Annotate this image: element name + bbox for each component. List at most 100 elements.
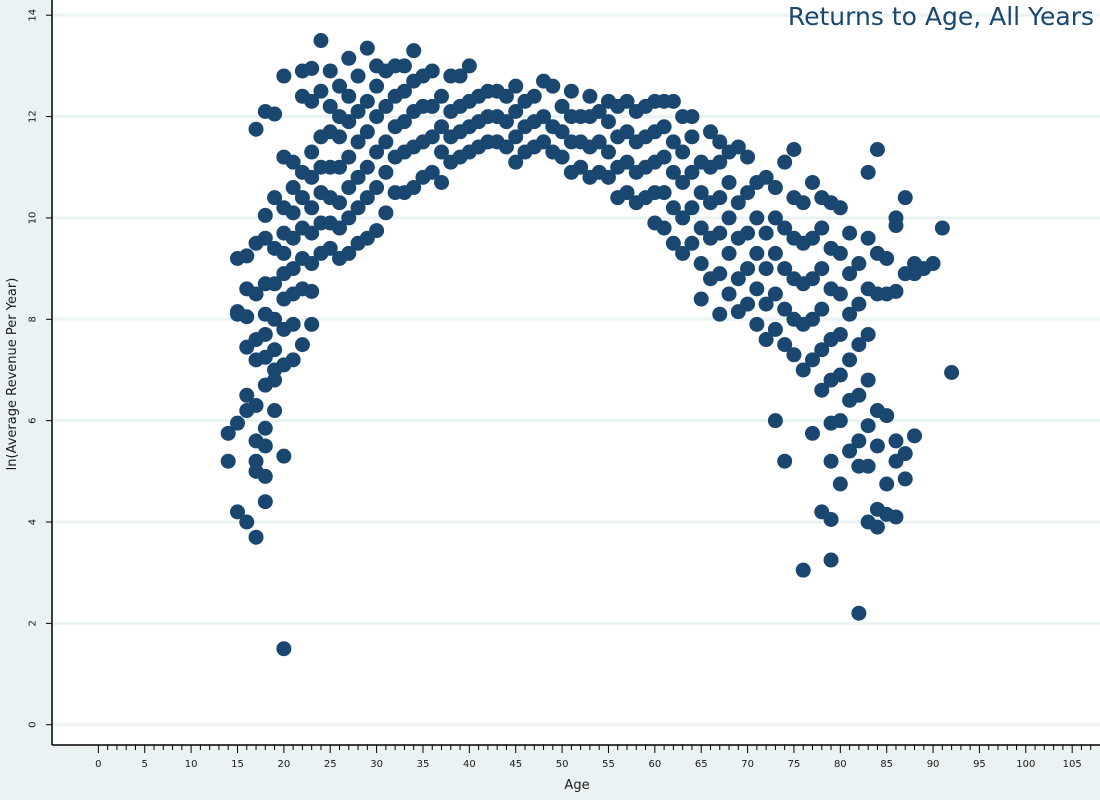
data-point	[842, 225, 858, 241]
data-point	[220, 425, 236, 441]
data-point	[434, 88, 450, 104]
data-point	[851, 433, 867, 449]
data-point	[730, 271, 746, 287]
data-point	[869, 142, 885, 158]
data-point	[424, 129, 440, 145]
data-point	[536, 109, 552, 125]
data-point	[860, 458, 876, 474]
data-point	[656, 149, 672, 165]
data-point	[869, 519, 885, 535]
data-point	[322, 63, 338, 79]
data-point	[777, 220, 793, 236]
x-tick-label: 55	[602, 759, 615, 770]
y-tick-label: 12	[28, 110, 39, 123]
data-point	[369, 180, 385, 196]
x-tick-label: 95	[973, 759, 986, 770]
data-point	[814, 261, 830, 277]
data-point	[267, 106, 283, 122]
data-point	[304, 200, 320, 216]
data-point	[434, 174, 450, 190]
x-tick-label: 25	[324, 759, 337, 770]
data-point	[341, 149, 357, 165]
data-point	[369, 223, 385, 239]
data-point	[341, 88, 357, 104]
data-point	[740, 185, 756, 201]
y-axis-ticks: 0 2 4 6 8 10 12 14	[28, 9, 52, 728]
data-point	[406, 43, 422, 59]
data-point	[767, 210, 783, 226]
data-point	[832, 200, 848, 216]
data-point	[693, 185, 709, 201]
data-point	[461, 58, 477, 74]
data-point	[860, 326, 876, 342]
data-point	[721, 245, 737, 261]
data-points	[220, 33, 960, 657]
x-tick-label: 15	[231, 759, 244, 770]
data-point	[684, 200, 700, 216]
data-point	[897, 471, 913, 487]
data-point	[832, 326, 848, 342]
x-tick-label: 65	[695, 759, 708, 770]
data-point	[396, 83, 412, 99]
data-point	[665, 235, 681, 251]
data-point	[721, 210, 737, 226]
data-point	[832, 367, 848, 383]
data-point	[804, 311, 820, 327]
data-point	[749, 316, 765, 332]
data-point	[508, 103, 524, 119]
data-point	[777, 154, 793, 170]
data-point	[721, 286, 737, 302]
data-point	[619, 185, 635, 201]
data-point	[665, 93, 681, 109]
x-tick-label: 60	[648, 759, 661, 770]
data-point	[285, 180, 301, 196]
data-point	[267, 190, 283, 206]
data-point	[378, 134, 394, 150]
data-point	[285, 205, 301, 221]
x-tick-label: 80	[834, 759, 847, 770]
data-point	[248, 397, 264, 413]
data-point	[396, 114, 412, 130]
data-point	[304, 93, 320, 109]
data-point	[712, 154, 728, 170]
data-point	[573, 159, 589, 175]
x-tick-label: 30	[370, 759, 383, 770]
data-point	[406, 180, 422, 196]
data-point	[378, 164, 394, 180]
data-point	[359, 40, 375, 56]
data-point	[907, 428, 923, 444]
data-point	[424, 164, 440, 180]
data-point	[888, 433, 904, 449]
data-point	[229, 415, 245, 431]
data-point	[359, 159, 375, 175]
data-point	[396, 58, 412, 74]
data-point	[332, 129, 348, 145]
data-point	[656, 220, 672, 236]
data-point	[702, 124, 718, 140]
data-point	[359, 93, 375, 109]
x-tick-label: 5	[142, 759, 148, 770]
data-point	[257, 207, 273, 223]
data-point	[359, 190, 375, 206]
data-point	[814, 382, 830, 398]
data-point	[842, 266, 858, 282]
data-point	[294, 190, 310, 206]
data-point	[359, 124, 375, 140]
data-point	[767, 286, 783, 302]
data-point	[740, 149, 756, 165]
data-point	[767, 413, 783, 429]
data-point	[304, 144, 320, 160]
data-point	[804, 425, 820, 441]
data-point	[257, 230, 273, 246]
data-point	[526, 88, 542, 104]
data-point	[304, 283, 320, 299]
data-point	[619, 93, 635, 109]
data-point	[665, 164, 681, 180]
data-point	[294, 337, 310, 353]
data-point	[267, 276, 283, 292]
data-point	[498, 88, 514, 104]
data-point	[925, 256, 941, 272]
data-point	[285, 316, 301, 332]
data-point	[879, 408, 895, 424]
data-point	[378, 98, 394, 114]
